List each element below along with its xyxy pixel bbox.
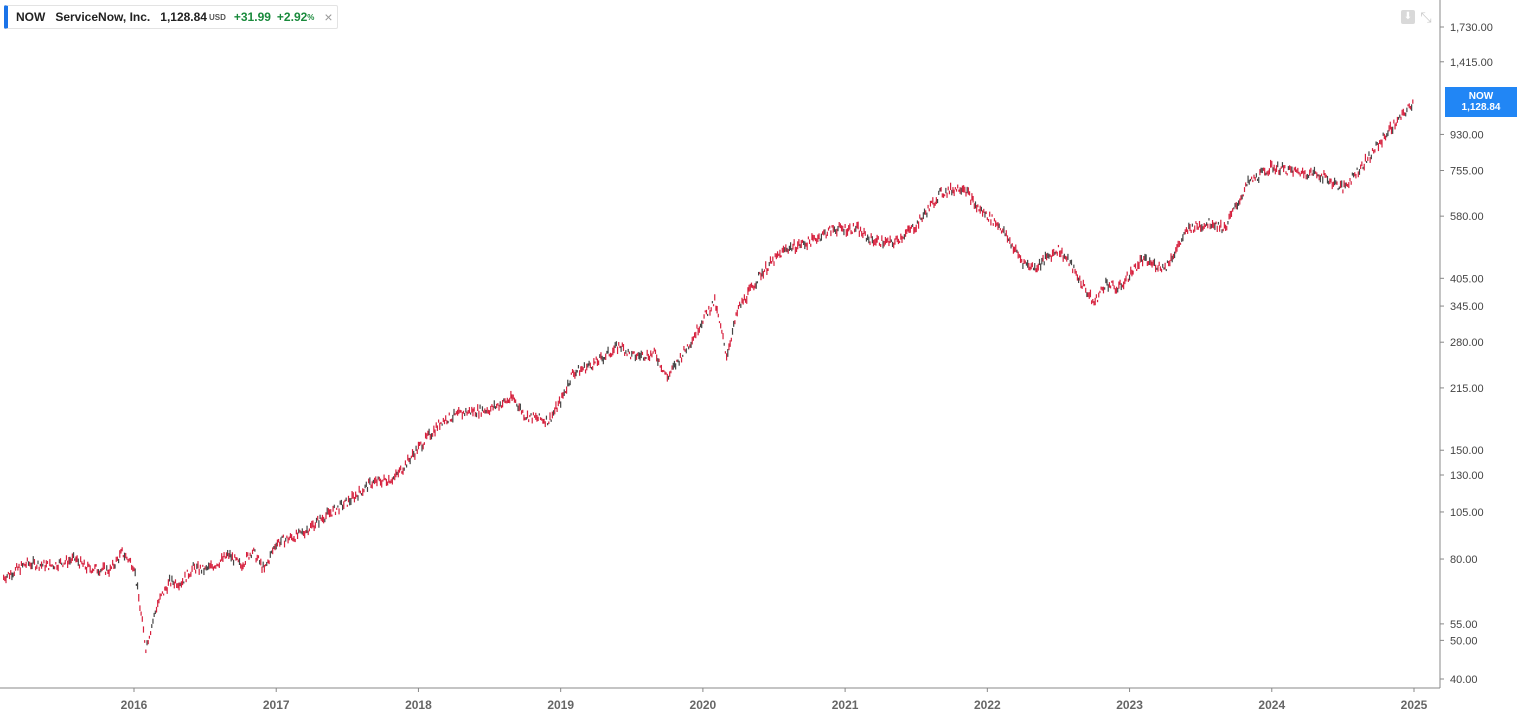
symbol-legend[interactable]: NOW ServiceNow, Inc. 1,128.84 USD +31.99…	[4, 5, 338, 29]
y-tick-label: 930.00	[1450, 129, 1484, 141]
y-tick-label: 55.00	[1450, 619, 1478, 631]
x-tick-label: 2018	[405, 698, 432, 712]
price-tag-symbol: NOW	[1468, 91, 1494, 102]
y-tick-label: 755.00	[1450, 166, 1484, 178]
y-tick-label: 345.00	[1450, 301, 1484, 313]
close-icon[interactable]: ×	[324, 9, 333, 25]
x-tick-label: 2020	[690, 698, 717, 712]
legend-symbol: NOW	[16, 10, 46, 24]
last-price-tag: NOW 1,128.84	[1445, 87, 1517, 117]
legend-change: +31.99	[233, 10, 271, 24]
download-icon[interactable]: ⬇	[1401, 10, 1415, 24]
x-tick-label: 2019	[547, 698, 574, 712]
y-tick-label: 40.00	[1450, 674, 1478, 686]
legend-currency: USD	[208, 12, 226, 22]
y-tick-label: 215.00	[1450, 383, 1484, 395]
x-tick-label: 2025	[1401, 698, 1428, 712]
price-tag-value: 1,128.84	[1461, 102, 1501, 113]
y-tick-label: 1,415.00	[1450, 57, 1493, 69]
y-tick-label: 405.00	[1450, 273, 1484, 285]
y-tick-label: 105.00	[1450, 507, 1484, 519]
x-tick-label: 2024	[1258, 698, 1285, 712]
legend-change-percent: +2.92	[276, 10, 308, 24]
x-tick-label: 2017	[263, 698, 290, 712]
x-tick-label: 2021	[832, 698, 859, 712]
x-tick-label: 2023	[1116, 698, 1143, 712]
legend-percent-sign: %	[307, 12, 315, 22]
chart-tools: ⬇ ⤡	[1401, 10, 1433, 24]
y-tick-label: 150.00	[1450, 445, 1484, 457]
y-tick-label: 280.00	[1450, 337, 1484, 349]
collapse-icon[interactable]: ⤡	[1420, 9, 1432, 25]
y-tick-label: 130.00	[1450, 470, 1484, 482]
x-tick-label: 2022	[974, 698, 1001, 712]
legend-price: 1,128.84	[160, 10, 207, 24]
price-series	[3, 99, 1414, 654]
legend-company-name: ServiceNow, Inc.	[55, 10, 151, 24]
y-tick-label: 80.00	[1450, 554, 1478, 566]
y-tick-label: 1,730.00	[1450, 22, 1493, 34]
x-tick-label: 2016	[121, 698, 148, 712]
y-tick-label: 580.00	[1450, 211, 1484, 223]
y-tick-label: 50.00	[1450, 635, 1478, 647]
